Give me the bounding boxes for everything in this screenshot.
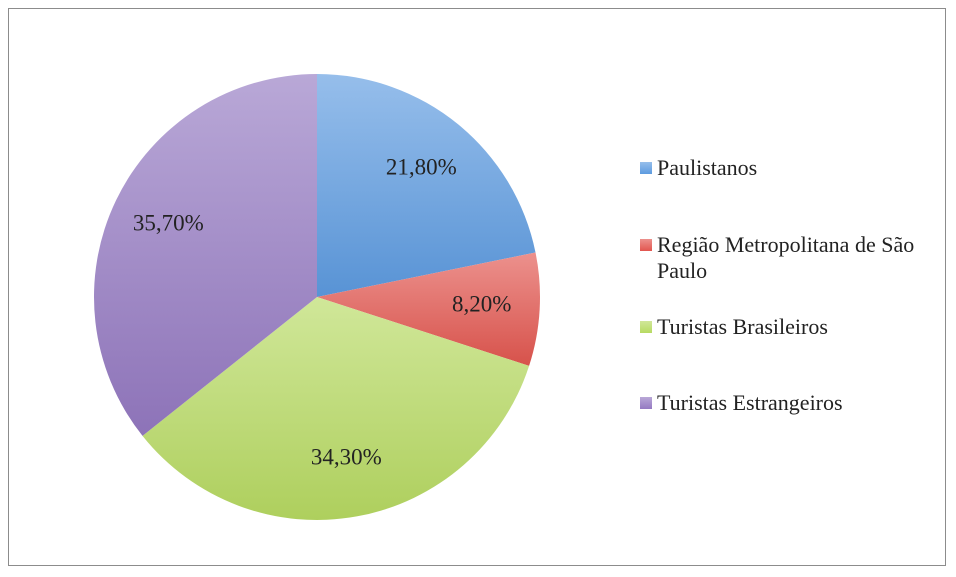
data-label: 21,80% (386, 154, 457, 179)
chart-frame (8, 8, 946, 566)
legend-swatch (640, 239, 652, 251)
pie-slice (142, 297, 530, 521)
legend-item: Paulistanos (640, 155, 940, 181)
legend-item: Turistas Estrangeiros (640, 390, 940, 416)
legend-swatch (640, 162, 652, 174)
pie-slice (317, 252, 540, 366)
legend-label: Região Metropolitana de São Paulo (657, 232, 915, 283)
legend-swatch (640, 397, 652, 409)
pie-slice (317, 74, 536, 297)
legend-label: Turistas Estrangeiros (657, 390, 843, 415)
legend-label: Turistas Brasileiros (657, 314, 828, 339)
data-label: 35,70% (133, 211, 204, 236)
pie-slice (94, 74, 317, 436)
legend-item: Região Metropolitana de São Paulo (640, 232, 940, 284)
data-label: 8,20% (452, 292, 511, 317)
legend-swatch (640, 321, 652, 333)
legend-label: Paulistanos (657, 155, 758, 180)
legend-item: Turistas Brasileiros (640, 314, 940, 340)
data-label: 34,30% (311, 445, 382, 470)
